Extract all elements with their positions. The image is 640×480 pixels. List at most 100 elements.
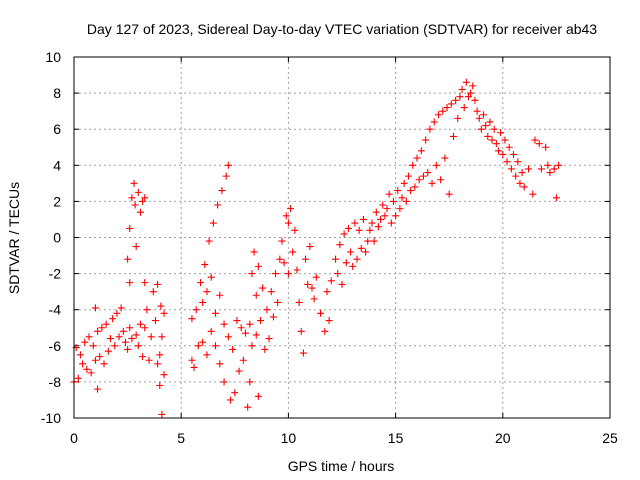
x-tick-label: 25 (602, 430, 618, 446)
data-point (134, 342, 142, 350)
data-point (130, 179, 138, 187)
data-point (157, 302, 165, 310)
data-point (327, 277, 335, 285)
data-point (441, 154, 449, 162)
data-point (458, 85, 466, 93)
data-point (546, 169, 554, 177)
data-point (349, 262, 357, 270)
data-point (426, 125, 434, 133)
data-point (469, 82, 477, 90)
data-point (205, 237, 213, 245)
data-point (351, 219, 359, 227)
data-point (257, 317, 265, 325)
data-point (413, 154, 421, 162)
data-point (149, 288, 157, 296)
data-point (196, 279, 204, 287)
data-point (462, 78, 470, 86)
data-point (484, 132, 492, 140)
data-point (306, 243, 314, 251)
data-point (111, 342, 119, 350)
data-point (492, 140, 500, 148)
data-point (409, 161, 417, 169)
data-point (402, 197, 410, 205)
data-point (267, 288, 275, 296)
data-point (269, 313, 277, 321)
data-point (121, 338, 129, 346)
data-point (145, 356, 153, 364)
data-point (132, 331, 140, 339)
data-point (188, 356, 196, 364)
data-point (126, 324, 134, 332)
data-point (411, 183, 419, 191)
data-point (136, 208, 144, 216)
data-point (389, 197, 397, 205)
data-point (525, 165, 533, 173)
data-point (518, 169, 526, 177)
data-point (321, 327, 329, 335)
data-point (74, 374, 82, 382)
data-point (299, 349, 307, 357)
data-point (310, 295, 318, 303)
data-point (428, 179, 436, 187)
data-point (407, 187, 415, 195)
data-point (242, 329, 250, 337)
data-point (308, 284, 316, 292)
data-point (317, 309, 325, 317)
data-point (154, 360, 162, 368)
data-point (94, 327, 102, 335)
data-point (126, 279, 134, 287)
data-point (231, 389, 239, 397)
data-point (480, 111, 488, 119)
data-point (366, 226, 374, 234)
data-point (222, 172, 230, 180)
data-point (141, 194, 149, 202)
data-point (325, 317, 333, 325)
data-point (347, 248, 355, 256)
data-point (284, 270, 292, 278)
data-point (370, 237, 378, 245)
data-point (419, 172, 427, 180)
data-point (323, 288, 331, 296)
data-point (124, 255, 132, 263)
data-point (338, 280, 346, 288)
data-point (89, 342, 97, 350)
data-point (85, 333, 93, 341)
data-point (392, 212, 400, 220)
data-point (295, 298, 303, 306)
data-point (259, 284, 267, 292)
data-point (203, 288, 211, 296)
data-point (94, 385, 102, 393)
y-tick-label: -4 (49, 302, 62, 318)
data-point (362, 248, 370, 256)
data-point (209, 219, 217, 227)
data-point (156, 382, 164, 390)
data-point (233, 317, 241, 325)
data-point (452, 96, 460, 104)
data-point (201, 261, 209, 269)
data-point (199, 338, 207, 346)
data-point (139, 353, 147, 361)
data-point (190, 363, 198, 371)
data-point (109, 315, 117, 323)
data-point (156, 351, 164, 359)
data-point (141, 279, 149, 287)
data-point (434, 111, 442, 119)
y-tick-label: -6 (49, 338, 62, 354)
data-point (529, 190, 537, 198)
y-tick-label: 2 (53, 193, 61, 209)
data-point (272, 270, 280, 278)
data-point (248, 270, 256, 278)
data-point (372, 208, 380, 216)
data-point (535, 140, 543, 148)
data-point (160, 309, 168, 317)
x-tick-label: 5 (177, 430, 185, 446)
x-tick-label: 20 (495, 430, 511, 446)
data-point (143, 306, 151, 314)
data-point (199, 298, 207, 306)
data-point (98, 324, 106, 332)
data-point (117, 304, 125, 312)
data-point (336, 241, 344, 249)
data-point (91, 356, 99, 364)
data-point (244, 403, 252, 411)
data-point (212, 309, 220, 317)
